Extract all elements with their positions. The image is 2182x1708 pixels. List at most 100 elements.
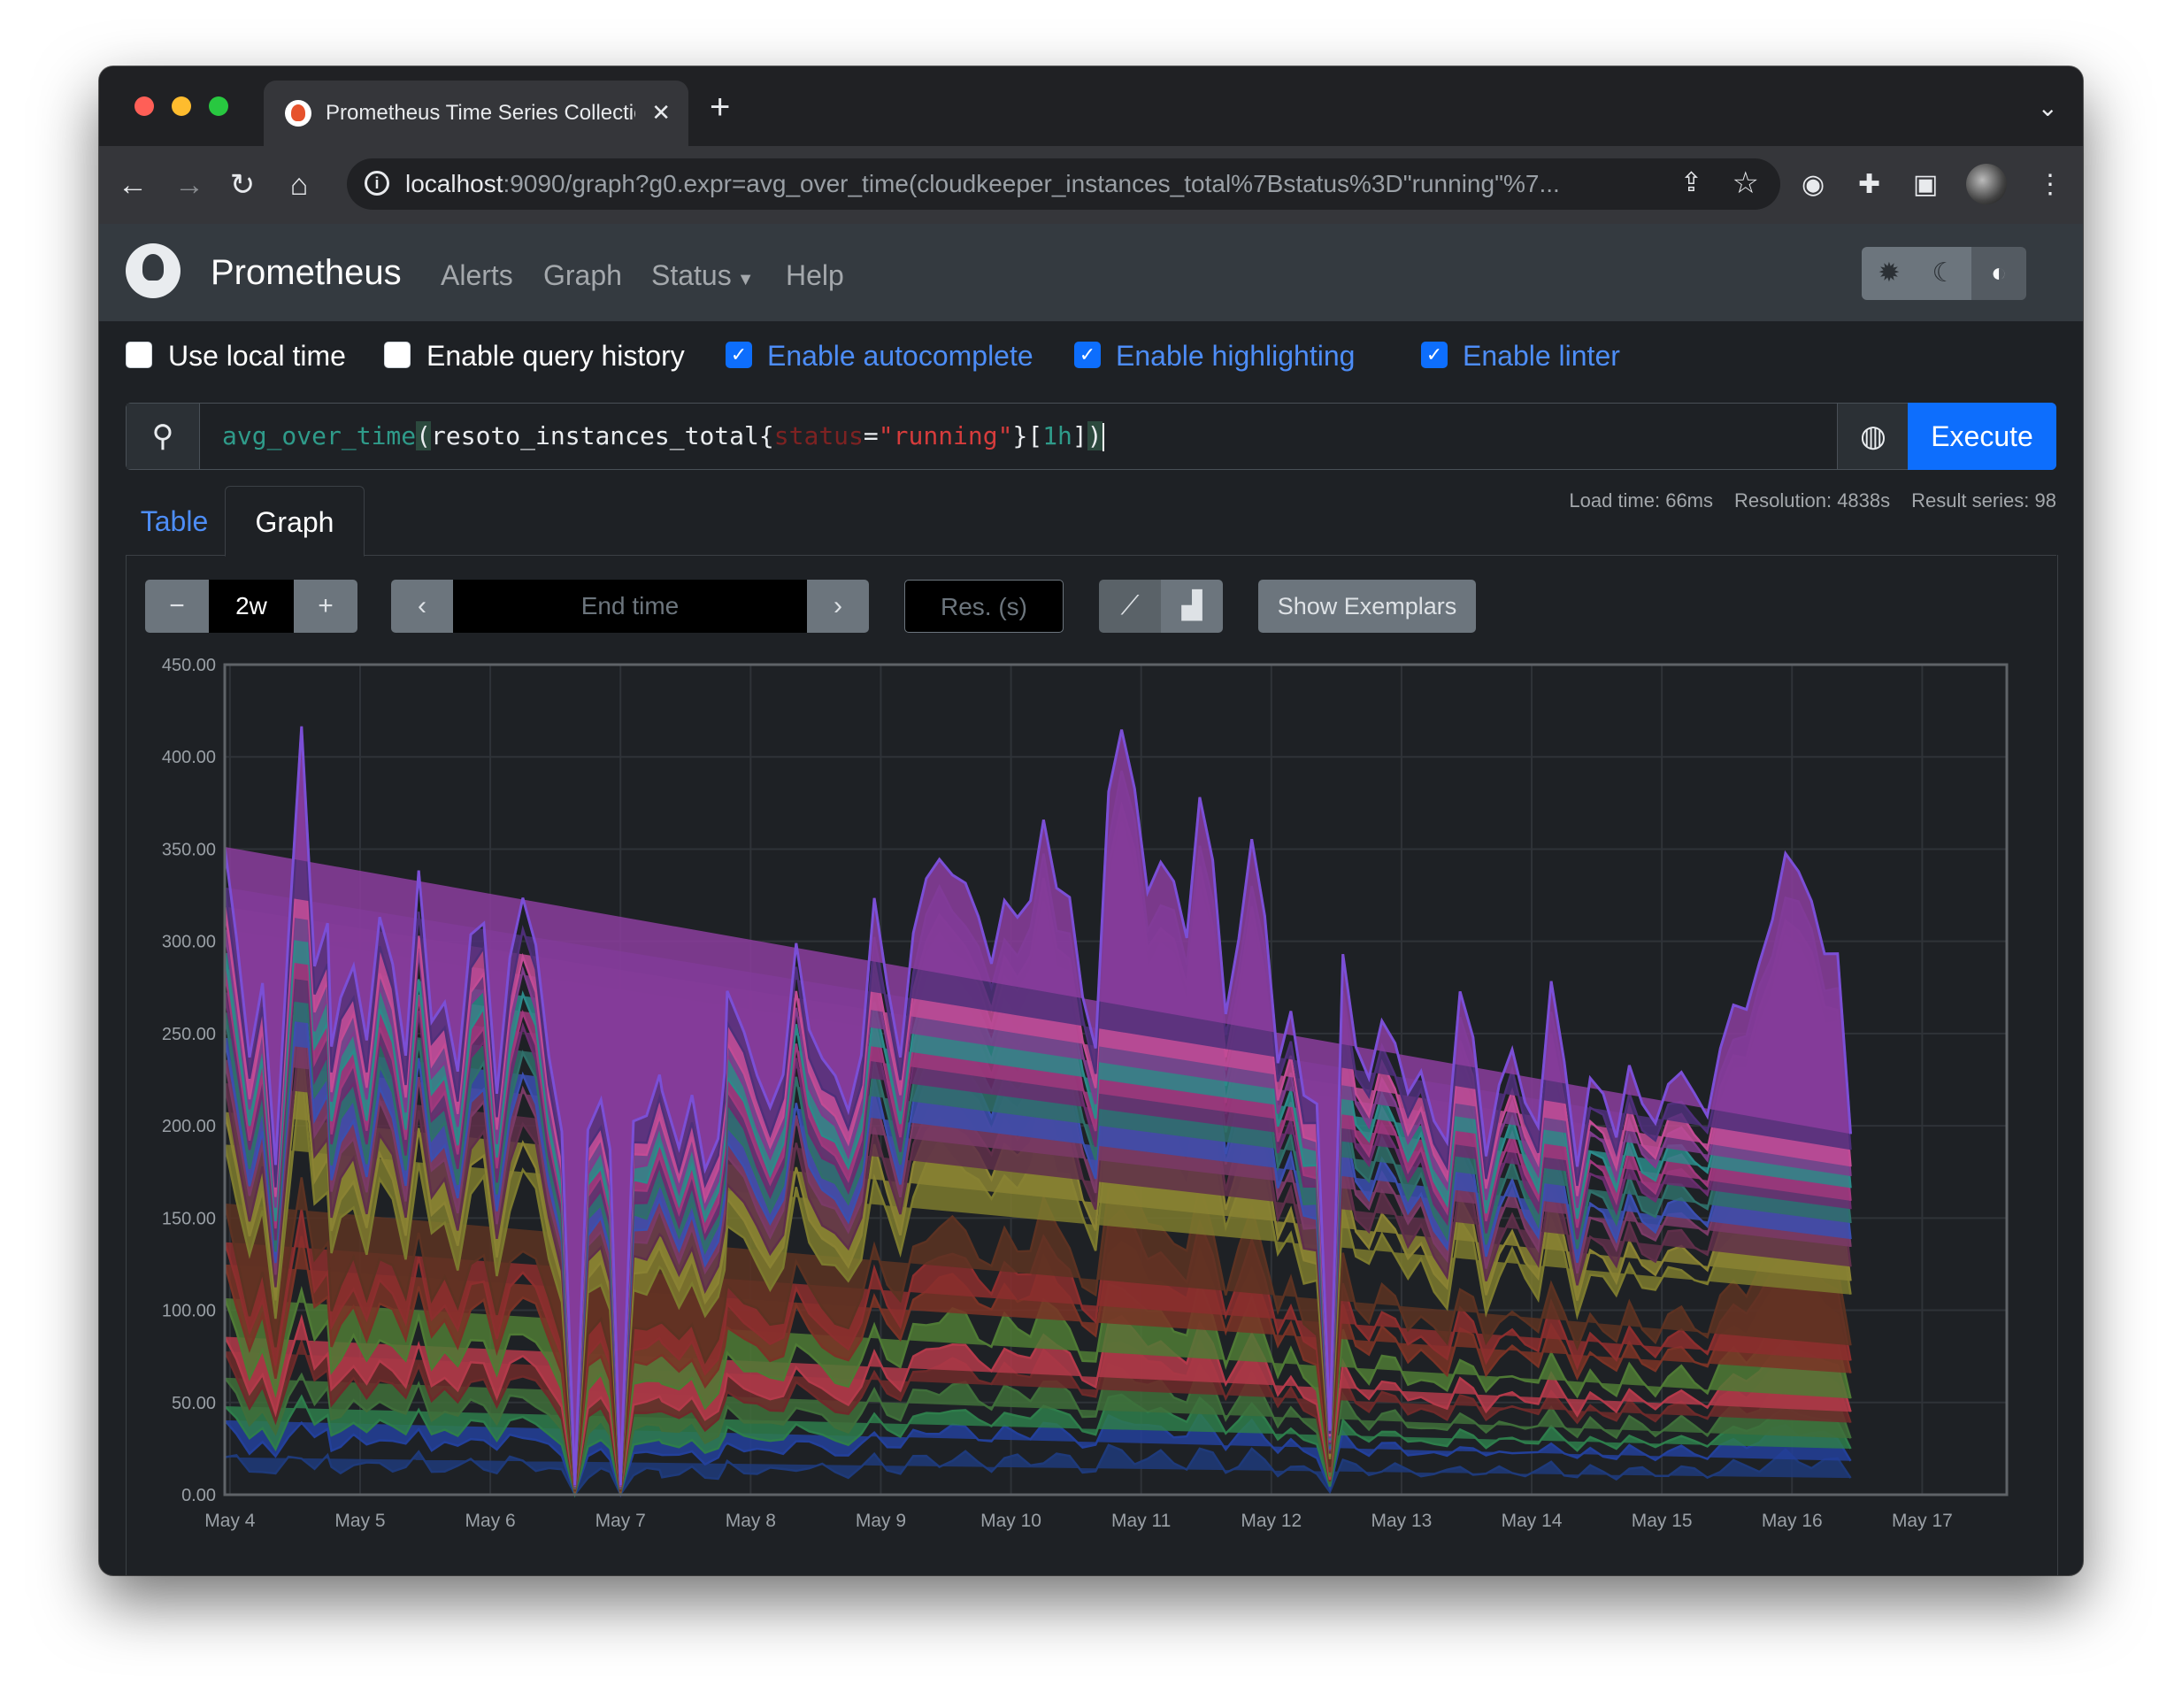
- home-icon[interactable]: ⌂: [289, 168, 309, 202]
- url-text[interactable]: localhost:9090/graph?g0.expr=avg_over_ti…: [405, 169, 1644, 199]
- forward-arrow-icon[interactable]: →: [174, 168, 204, 202]
- result-series: Result series: 98: [1911, 489, 2056, 512]
- stacked-area-chart[interactable]: 0.00 50.00 100.00 150.00 200.00 250.00 300.00 3…: [99, 66, 2083, 1575]
- end-time-control: ‹ End time ›: [391, 580, 869, 633]
- tab-close-icon[interactable]: ✕: [651, 99, 671, 126]
- x-tick-label: May 13: [1371, 1511, 1432, 1531]
- y-tick-label: 100.00: [162, 1302, 216, 1321]
- linter-label[interactable]: Enable linter: [1463, 340, 1620, 372]
- y-tick-label: 200.00: [162, 1117, 216, 1136]
- linter-checkbox[interactable]: ✓: [1421, 342, 1448, 368]
- chevron-down-icon[interactable]: ⌄: [2037, 94, 2058, 121]
- reload-icon[interactable]: ↻: [229, 168, 256, 202]
- app-navbar: Prometheus Alerts Graph Status ▼ Help ✹ ☾…: [99, 224, 2083, 321]
- series-top-line[interactable]: [223, 726, 1852, 1486]
- stacked-area-chart-icon[interactable]: ▟: [1161, 580, 1223, 633]
- back-arrow-icon[interactable]: ←: [118, 168, 148, 202]
- prometheus-favicon-icon: [285, 100, 311, 127]
- series-area[interactable]: [224, 1443, 1852, 1497]
- minimize-window-button[interactable]: [172, 96, 191, 116]
- use-local-time-checkbox[interactable]: [126, 342, 152, 368]
- query-function: avg_over_time: [222, 421, 417, 450]
- profile-avatar[interactable]: [1966, 164, 2007, 204]
- bookmark-star-icon[interactable]: ☆: [1732, 166, 1759, 200]
- y-tick-label: 0.00: [181, 1486, 216, 1505]
- y-tick-label: 450.00: [162, 656, 216, 675]
- x-tick-label: May 6: [465, 1511, 516, 1531]
- resolution: Resolution: 4838s: [1734, 489, 1891, 512]
- extensions-puzzle-icon[interactable]: ✚: [1858, 170, 1881, 199]
- site-info-icon[interactable]: i: [365, 171, 389, 196]
- tab-table[interactable]: Table: [140, 505, 209, 537]
- query-label-value: "running": [878, 421, 1013, 450]
- autocomplete-label[interactable]: Enable autocomplete: [767, 340, 1033, 372]
- unstacked-line-chart-icon[interactable]: ⟋: [1099, 580, 1161, 633]
- query-history-checkbox[interactable]: [384, 342, 411, 368]
- close-window-button[interactable]: [134, 96, 154, 116]
- query-metric: resoto_instances_total: [431, 421, 759, 450]
- end-time-input[interactable]: End time: [453, 580, 807, 633]
- highlighting-label[interactable]: Enable highlighting: [1116, 340, 1356, 372]
- autocomplete-checkbox[interactable]: ✓: [726, 342, 752, 368]
- expression-input[interactable]: avg_over_time(resoto_instances_total{sta…: [222, 421, 1104, 451]
- x-tick-label: May 7: [595, 1511, 646, 1531]
- browser-tab[interactable]: Prometheus Time Series Collection and Pr…: [264, 81, 688, 146]
- resolution-input[interactable]: Res. (s): [904, 580, 1064, 633]
- password-manager-icon[interactable]: ◉: [1802, 170, 1825, 199]
- nav-status-label: Status: [651, 259, 732, 291]
- range-input[interactable]: 2w: [209, 580, 294, 633]
- highlighting-checkbox[interactable]: ✓: [1074, 342, 1101, 368]
- nav-alerts[interactable]: Alerts: [441, 259, 513, 291]
- dark-theme-moon-icon[interactable]: ☾: [1917, 247, 1971, 300]
- browser-tabstrip: Prometheus Time Series Collection and Pr…: [99, 66, 2083, 146]
- show-exemplars-button[interactable]: Show Exemplars: [1258, 580, 1476, 633]
- end-time-forward-button[interactable]: ›: [807, 580, 869, 633]
- nav-status[interactable]: Status ▼: [651, 258, 755, 297]
- graph-panel: [126, 555, 2058, 1575]
- x-tick-label: May 8: [726, 1511, 776, 1531]
- metrics-explorer-globe-icon[interactable]: ◍: [1837, 404, 1909, 469]
- series-area[interactable]: [224, 1393, 1852, 1498]
- zoom-window-button[interactable]: [209, 96, 228, 116]
- tab-title: Prometheus Time Series Collection and Pr…: [326, 101, 635, 125]
- y-tick-label: 150.00: [162, 1209, 216, 1228]
- x-tick-label: May 12: [1241, 1511, 1302, 1531]
- end-time-back-button[interactable]: ‹: [391, 580, 453, 633]
- x-tick-label: May 16: [1762, 1511, 1823, 1531]
- use-local-time-label[interactable]: Use local time: [168, 340, 346, 372]
- query-range: 1h: [1042, 421, 1072, 450]
- x-tick-label: May 9: [856, 1511, 906, 1531]
- range-increase-button[interactable]: +: [294, 580, 357, 633]
- panel-tabs: Table Graph: [126, 486, 2056, 557]
- execute-button[interactable]: Execute: [1908, 403, 2056, 470]
- x-tick-label: May 11: [1111, 1511, 1171, 1531]
- browser-menu-icon[interactable]: ⋮: [2037, 170, 2063, 199]
- y-tick-label: 50.00: [172, 1394, 216, 1413]
- tab-graph[interactable]: Graph: [225, 486, 365, 557]
- query-history-label[interactable]: Enable query history: [426, 340, 685, 372]
- chart-mode-toggle: ⟋ ▟: [1099, 580, 1223, 633]
- exemplars-control: Show Exemplars: [1258, 580, 1476, 633]
- range-control: − 2w +: [145, 580, 357, 633]
- y-tick-label: 300.00: [162, 933, 216, 952]
- light-theme-gear-icon[interactable]: ✹: [1862, 247, 1917, 300]
- load-time: Load time: 66ms: [1569, 489, 1714, 512]
- nav-graph[interactable]: Graph: [543, 259, 622, 291]
- prometheus-logo-icon[interactable]: [126, 243, 181, 298]
- address-bar[interactable]: i localhost:9090/graph?g0.expr=avg_over_…: [347, 158, 1780, 210]
- brand-title[interactable]: Prometheus: [211, 253, 402, 292]
- x-tick-label: May 15: [1632, 1511, 1693, 1531]
- nav-help[interactable]: Help: [786, 259, 844, 291]
- caret-down-icon: ▼: [736, 270, 755, 289]
- new-tab-icon[interactable]: +: [710, 88, 731, 127]
- resolution-control: Res. (s): [904, 580, 1064, 633]
- expression-input-group: ⚲ avg_over_time(resoto_instances_total{s…: [126, 403, 2056, 470]
- y-tick-label: 250.00: [162, 1025, 216, 1044]
- share-icon[interactable]: ⇪: [1679, 168, 1702, 197]
- range-decrease-button[interactable]: −: [145, 580, 209, 633]
- x-tick-label: May 10: [980, 1511, 1041, 1531]
- side-panel-icon[interactable]: ▣: [1913, 170, 1939, 199]
- theme-toggle-group: ✹ ☾ ◐: [1862, 247, 2026, 300]
- url-host: localhost: [405, 170, 503, 197]
- auto-theme-contrast-icon[interactable]: ◐: [1971, 247, 2026, 300]
